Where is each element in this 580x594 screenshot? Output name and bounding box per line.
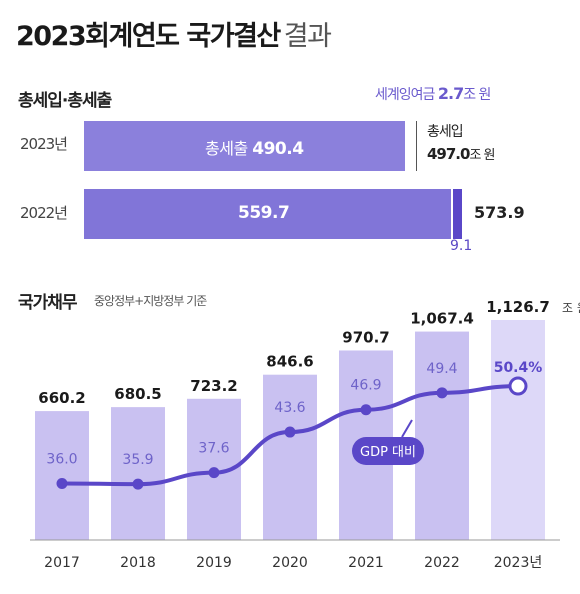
x-tick-2: 2019 xyxy=(196,555,232,571)
expenditure-value-2023: 490.4 xyxy=(252,139,304,159)
x-tick-0: 2017 xyxy=(44,555,80,571)
title-light: 결과 xyxy=(283,21,332,52)
gdp-tag-bg xyxy=(352,437,424,465)
title-main: 2023회계연도 국가결산 xyxy=(16,21,281,52)
gdp-point-3 xyxy=(284,426,296,438)
debt-bar-1 xyxy=(111,407,165,540)
debt-bar-5 xyxy=(415,331,469,540)
gdp-label-1: 35.9 xyxy=(122,452,153,468)
gdp-label-0: 36.0 xyxy=(46,451,77,467)
surplus-value: 2.7 xyxy=(437,84,464,103)
x-tick-1: 2018 xyxy=(120,555,156,571)
debt-value-0: 660.2 xyxy=(38,389,85,407)
debt-section-sublabel: 중앙정부+지방정부 기준 xyxy=(94,294,207,308)
gdp-point-2 xyxy=(208,467,220,479)
diff-value-2022: 9.1 xyxy=(450,238,473,254)
debt-value-2: 723.2 xyxy=(190,377,237,395)
revenue-value-2022: 573.9 xyxy=(474,203,525,222)
gdp-point-0 xyxy=(56,477,68,489)
gdp-tag-label: GDP 대비 xyxy=(360,445,416,460)
x-tick-3: 2020 xyxy=(272,555,308,571)
debt-value-4: 970.7 xyxy=(342,328,389,346)
gdp-label-5: 49.4 xyxy=(426,361,457,377)
surplus-unit: 조 원 xyxy=(463,87,491,103)
debt-unit: 조 원 xyxy=(562,301,580,315)
x-tick-4: 2021 xyxy=(348,555,384,571)
x-tick-5: 2022 xyxy=(424,555,460,571)
gdp-label-4: 46.9 xyxy=(350,378,381,394)
debt-bar-3 xyxy=(263,374,317,540)
expenditure-bar-2022 xyxy=(84,189,451,239)
page-title: 2023회계연도 국가결산 결과 xyxy=(16,14,332,53)
debt-bar-0 xyxy=(35,411,89,540)
revenue-unit: 조 원 xyxy=(469,148,495,163)
expenditure-label-2023: 총세출 490.4 xyxy=(205,135,304,159)
debt-value-1: 680.5 xyxy=(114,385,161,403)
debt-value-5: 1,067.4 xyxy=(410,310,474,328)
surplus-label: 세계잉여금 xyxy=(375,87,435,103)
revenue-marker-2023 xyxy=(416,121,417,171)
x-tick-6: 2023년 xyxy=(494,555,543,571)
gdp-point-1 xyxy=(132,478,144,490)
gdp-tag-pointer xyxy=(401,419,413,438)
debt-bar-6 xyxy=(491,320,545,540)
expenditure-bar-2023 xyxy=(84,121,406,171)
year-label-2023: 2023년 xyxy=(20,135,68,153)
gdp-label-6: 50.4% xyxy=(494,360,543,376)
debt-value-3: 846.6 xyxy=(266,353,313,371)
gdp-label-3: 43.6 xyxy=(274,400,305,416)
debt-value-6: 1,126.7 xyxy=(486,298,550,316)
revenue-value-2023: 497.0 xyxy=(427,145,470,163)
gdp-point-4 xyxy=(360,404,372,416)
surplus-sliver-2022 xyxy=(452,189,462,239)
gdp-point-6 xyxy=(508,376,528,396)
surplus-annotation: 세계잉여금 2.7조 원 xyxy=(375,84,491,104)
expenditure-value-2022: 559.7 xyxy=(238,203,290,223)
gdp-point-5 xyxy=(436,387,448,399)
expenditure-label-2022: 559.7 xyxy=(238,203,290,223)
expenditure-name: 총세출 xyxy=(205,139,248,158)
debt-section-label: 국가채무 xyxy=(18,293,78,313)
revenue-label-2023: 총세입 497.0조 원 xyxy=(427,121,496,167)
year-label-2022: 2022년 xyxy=(20,204,68,222)
revenue-name: 총세입 xyxy=(427,124,464,140)
revenue-section-label: 총세입·총세출 xyxy=(18,91,112,111)
gdp-label-2: 37.6 xyxy=(198,441,229,457)
